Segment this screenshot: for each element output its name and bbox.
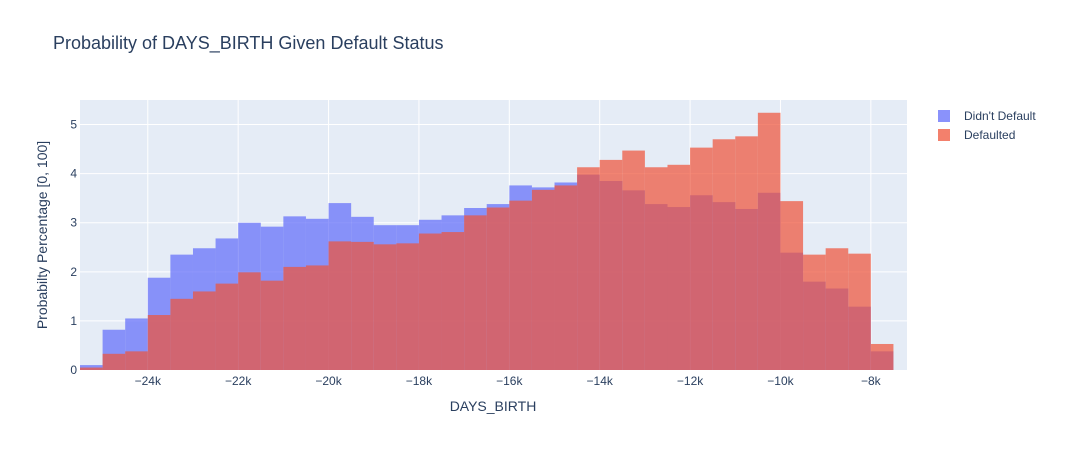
bar-defaulted[interactable] xyxy=(735,136,758,370)
bar-defaulted[interactable] xyxy=(328,241,352,370)
bar-defaulted[interactable] xyxy=(102,353,126,370)
bar-defaulted[interactable] xyxy=(870,343,894,370)
y-tick-label: 2 xyxy=(70,265,77,279)
legend-label: Didn't Default xyxy=(964,108,1036,123)
bar-defaulted[interactable] xyxy=(305,265,329,370)
bar-defaulted[interactable] xyxy=(441,232,465,370)
bar-defaulted[interactable] xyxy=(464,215,487,370)
bar-defaulted[interactable] xyxy=(599,159,623,370)
x-tick-label: −10k xyxy=(767,374,794,388)
y-tick-label: 4 xyxy=(70,167,77,181)
bar-defaulted[interactable] xyxy=(418,233,442,370)
x-tick-label: −18k xyxy=(406,374,433,388)
bar-defaulted[interactable] xyxy=(848,253,871,370)
bar-defaulted[interactable] xyxy=(757,112,781,370)
x-tick-label: −24k xyxy=(135,374,162,388)
x-tick-label: −14k xyxy=(587,374,614,388)
bar-defaulted[interactable] xyxy=(577,167,600,370)
legend-item-didnt-default[interactable]: Didn't Default xyxy=(938,106,1036,125)
bar-defaulted[interactable] xyxy=(486,207,510,370)
x-tick-label: −20k xyxy=(315,374,342,388)
bar-defaulted[interactable] xyxy=(825,248,849,370)
legend-item-defaulted[interactable]: Defaulted xyxy=(938,125,1036,144)
y-tick-label: 5 xyxy=(70,118,77,132)
chart-title: Probability of DAYS_BIRTH Given Default … xyxy=(53,33,444,53)
legend-swatch-didnt-default xyxy=(938,109,950,122)
x-tick-label: −12k xyxy=(677,374,704,388)
x-axis-label: DAYS_BIRTH xyxy=(450,398,537,414)
bar-defaulted[interactable] xyxy=(712,139,736,370)
bar-defaulted[interactable] xyxy=(690,147,713,370)
bar-defaulted[interactable] xyxy=(351,241,374,370)
legend: Didn't Default Defaulted xyxy=(938,106,1036,144)
bar-defaulted[interactable] xyxy=(396,243,419,370)
bar-defaulted[interactable] xyxy=(215,283,239,370)
bar-defaulted[interactable] xyxy=(509,200,532,370)
bar-defaulted[interactable] xyxy=(283,266,306,370)
x-tick-label: −8k xyxy=(861,374,882,388)
bar-defaulted[interactable] xyxy=(554,185,578,370)
bar-defaulted[interactable] xyxy=(373,244,397,370)
y-tick-label: 0 xyxy=(70,363,77,377)
x-tick-label: −22k xyxy=(225,374,252,388)
bar-defaulted[interactable] xyxy=(644,167,668,370)
y-tick-label: 3 xyxy=(70,216,77,230)
bar-defaulted[interactable] xyxy=(667,164,691,370)
bar-defaulted[interactable] xyxy=(80,367,103,370)
bar-defaulted[interactable] xyxy=(803,254,826,370)
x-tick-label: −16k xyxy=(496,374,523,388)
y-tick-labels: 0 1 2 3 4 5 xyxy=(70,118,77,377)
bar-defaulted[interactable] xyxy=(260,280,284,370)
y-axis-label: Probabilty Percentage [0, 100] xyxy=(34,141,50,329)
bar-defaulted[interactable] xyxy=(531,189,555,370)
legend-swatch-defaulted xyxy=(938,128,950,141)
x-tick-labels: −24k −22k −20k −18k −16k −14k −12k −10k −8k xyxy=(135,374,882,388)
bar-defaulted[interactable] xyxy=(147,315,171,370)
legend-label: Defaulted xyxy=(964,127,1016,142)
bar-defaulted[interactable] xyxy=(192,291,216,370)
bar-defaulted[interactable] xyxy=(238,272,261,370)
bar-defaulted[interactable] xyxy=(125,351,148,370)
bars xyxy=(80,112,894,370)
y-tick-label: 1 xyxy=(70,314,77,328)
bar-defaulted[interactable] xyxy=(780,201,804,370)
bar-defaulted[interactable] xyxy=(622,150,645,370)
bar-defaulted[interactable] xyxy=(170,298,193,370)
